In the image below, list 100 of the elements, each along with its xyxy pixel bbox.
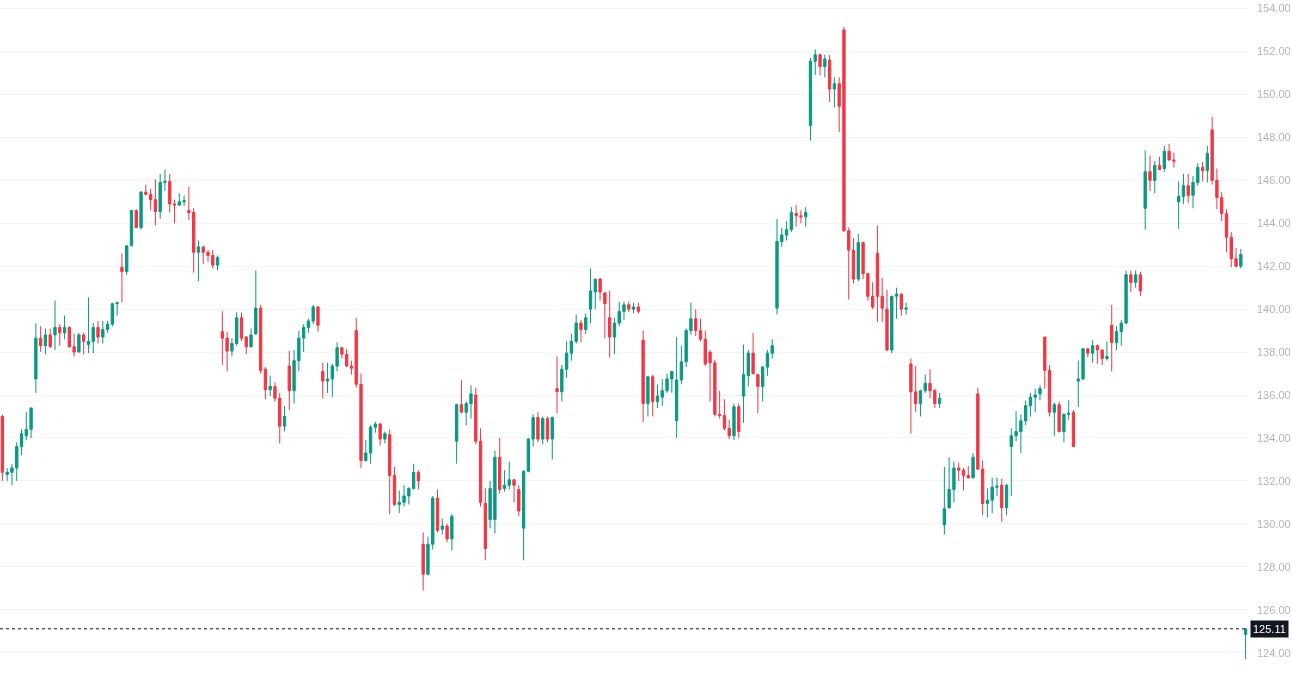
candlestick	[942, 466, 947, 536]
candlestick	[588, 267, 593, 324]
candlestick	[1100, 349, 1104, 366]
candlestick	[287, 350, 291, 411]
candlestick	[249, 327, 253, 349]
y-tick-label: 128.00	[1257, 560, 1291, 573]
candlestick	[43, 327, 48, 355]
candlestick	[48, 327, 52, 349]
candlestick	[1105, 340, 1109, 362]
candlestick	[579, 319, 583, 343]
candlestick	[254, 270, 258, 336]
candlestick	[1181, 173, 1186, 205]
y-tick-label: 124.00	[1257, 646, 1291, 659]
candlestick	[373, 421, 378, 434]
candlestick	[263, 366, 268, 400]
y-tick-label: 144.00	[1257, 217, 1291, 230]
candlestick	[512, 478, 516, 503]
candlestick	[1071, 409, 1076, 448]
candlestick	[416, 469, 421, 490]
candlestick	[856, 233, 860, 282]
candlestick	[120, 252, 124, 304]
y-tick-label: 136.00	[1257, 388, 1291, 401]
y-tick-label: 132.00	[1257, 474, 1291, 487]
y-tick-label: 130.00	[1257, 517, 1291, 530]
candlestick	[536, 411, 540, 443]
candlestick	[804, 206, 808, 227]
candlestick	[1000, 478, 1004, 523]
candlestick	[631, 302, 636, 314]
candlestick	[148, 188, 153, 211]
candlestick	[1004, 483, 1009, 516]
y-tick-label: 138.00	[1257, 345, 1291, 358]
candlestick	[445, 523, 449, 543]
candlestick	[507, 461, 511, 490]
y-tick-label: 140.00	[1257, 303, 1291, 315]
candlestick	[875, 224, 880, 323]
candlestick	[321, 362, 325, 399]
candlestick	[1153, 160, 1157, 194]
candlestick	[732, 403, 736, 441]
y-tick-label: 126.00	[1257, 603, 1291, 616]
y-tick-label: 154.00	[1257, 2, 1291, 15]
candlestick	[1162, 145, 1166, 173]
candlestick	[1133, 270, 1138, 289]
candlestick	[1057, 400, 1061, 434]
candlestick	[101, 320, 105, 344]
candlestick	[134, 208, 138, 229]
candlestick	[110, 302, 115, 327]
candlestick	[459, 379, 464, 414]
ref-line-label: 125.11	[1253, 623, 1286, 635]
y-tick-label: 142.00	[1257, 260, 1291, 273]
candlestick	[1243, 628, 1248, 660]
candlestick	[388, 428, 392, 515]
candlestick	[823, 54, 827, 78]
candlestick	[38, 325, 43, 353]
candlestick	[82, 332, 86, 355]
candlestick	[904, 302, 908, 316]
candlestick	[1129, 270, 1133, 293]
candlestick	[498, 437, 502, 495]
candlestick	[746, 349, 750, 387]
candlestick	[0, 413, 5, 482]
candlestick	[215, 254, 220, 272]
candlestick	[1138, 271, 1143, 297]
candlestick	[1186, 173, 1190, 204]
candlestick	[737, 403, 741, 439]
candlestick	[541, 415, 545, 445]
candlestick	[741, 344, 746, 424]
candlestick	[1239, 248, 1243, 269]
candlestick	[1110, 304, 1114, 372]
candlestick	[651, 374, 655, 417]
candlestick	[751, 332, 755, 376]
candlestick	[139, 190, 143, 231]
candlestick	[1095, 344, 1100, 365]
candlestick	[545, 415, 550, 443]
candlestick	[517, 484, 521, 517]
candlestick	[937, 392, 942, 409]
candlestick	[646, 375, 650, 417]
candlestick	[77, 332, 81, 353]
y-tick-label: 150.00	[1257, 88, 1291, 101]
candlestick	[282, 405, 287, 433]
candlestick	[961, 467, 966, 492]
candlestick	[58, 323, 62, 347]
candlestick	[316, 305, 320, 333]
candlestick	[627, 301, 631, 313]
candlestick	[1090, 339, 1095, 364]
candlestick	[368, 424, 373, 465]
y-tick-label: 152.00	[1257, 45, 1291, 58]
candlestick	[268, 375, 272, 397]
candlestick	[818, 53, 822, 76]
y-tick-label: 134.00	[1257, 431, 1291, 444]
candlestick	[607, 290, 612, 358]
candlestick	[636, 302, 641, 314]
y-tick-label: 148.00	[1257, 131, 1291, 144]
candlestick	[483, 487, 487, 561]
candlestick	[1143, 149, 1147, 231]
candlestick	[555, 355, 559, 414]
y-tick-label: 146.00	[1257, 174, 1291, 187]
candlestick	[584, 312, 588, 335]
candlestick	[885, 289, 889, 352]
candlestick	[1157, 156, 1162, 171]
candlestick	[550, 415, 554, 460]
candlestick	[421, 531, 425, 591]
